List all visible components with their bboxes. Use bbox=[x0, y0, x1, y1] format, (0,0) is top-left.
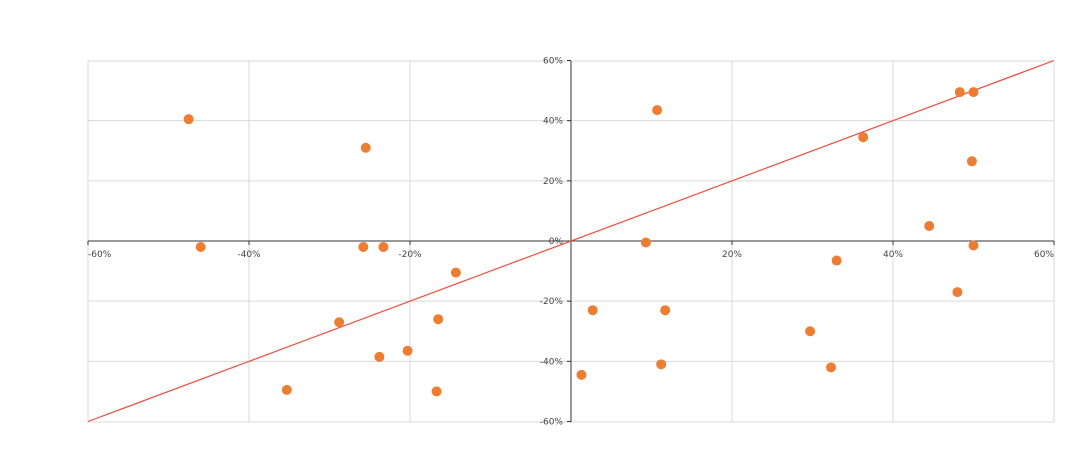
data-point bbox=[656, 359, 667, 370]
data-point bbox=[576, 369, 587, 380]
data-point bbox=[952, 287, 963, 298]
data-point bbox=[378, 242, 389, 253]
data-point bbox=[433, 314, 444, 325]
y-tick-label: 40% bbox=[543, 117, 563, 127]
tick-labels: -60% -40% -20% 20% 40% 60% -60% -40% -20% 0% 20% 40… bbox=[88, 57, 1054, 428]
data-point bbox=[360, 142, 371, 153]
data-point bbox=[431, 386, 442, 397]
data-point bbox=[924, 220, 935, 231]
data-point bbox=[374, 351, 385, 362]
y-tick-label: 20% bbox=[543, 177, 563, 187]
data-point bbox=[826, 362, 837, 373]
data-point bbox=[968, 240, 979, 251]
data-point bbox=[858, 132, 869, 143]
data-point bbox=[195, 242, 206, 253]
data-points bbox=[183, 87, 979, 397]
data-point bbox=[450, 267, 461, 278]
x-tick-label: -20% bbox=[398, 250, 422, 260]
data-point bbox=[966, 156, 977, 167]
data-point bbox=[831, 255, 842, 266]
data-point bbox=[660, 305, 671, 316]
data-point bbox=[334, 317, 345, 328]
data-point bbox=[640, 237, 651, 248]
y-tick-label: 60% bbox=[543, 57, 563, 67]
data-point bbox=[183, 114, 194, 125]
data-point bbox=[587, 305, 598, 316]
y-tick-label: -20% bbox=[540, 297, 564, 307]
data-point bbox=[805, 326, 816, 337]
x-tick-label: -60% bbox=[88, 250, 112, 260]
x-tick-label: -40% bbox=[237, 250, 261, 260]
data-point bbox=[652, 105, 663, 116]
diagonal-reference-line bbox=[87, 59, 1055, 423]
y-tick-label: 0% bbox=[549, 237, 564, 247]
x-tick-label: 20% bbox=[722, 250, 742, 260]
data-point bbox=[281, 384, 292, 395]
data-point bbox=[402, 345, 413, 356]
x-tick-label: 60% bbox=[1034, 250, 1054, 260]
data-point bbox=[954, 87, 965, 98]
y-tick-label: -60% bbox=[540, 418, 564, 428]
data-point bbox=[968, 87, 979, 98]
data-point bbox=[358, 242, 369, 253]
x-tick-label: 40% bbox=[883, 250, 903, 260]
reference-line-group bbox=[87, 59, 1055, 423]
y-tick-label: -40% bbox=[540, 357, 564, 367]
